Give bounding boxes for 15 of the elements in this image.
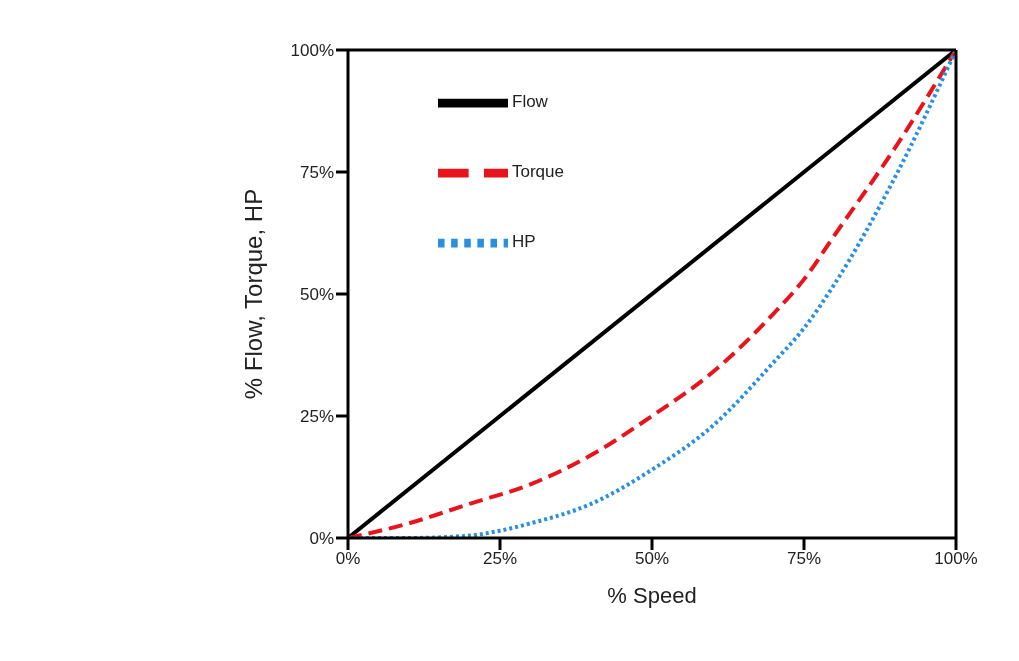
y-tick-label: 75% [299, 163, 334, 183]
x-tick-label: 25% [482, 549, 518, 569]
y-tick-label: 50% [299, 285, 334, 305]
y-axis-title: % Flow, Torque, HP [239, 188, 267, 400]
x-tick-label: 50% [634, 549, 670, 569]
x-tick-label: 100% [934, 549, 978, 569]
y-tick-label: 0% [309, 529, 334, 549]
x-tick-label: 0% [335, 549, 361, 569]
legend-label: Flow [512, 92, 548, 112]
y-tick-label: 25% [299, 407, 334, 427]
legend-label: HP [512, 232, 536, 252]
y-tick-label: 100% [290, 41, 334, 61]
legend-label: Torque [512, 162, 564, 182]
x-tick-label: 75% [786, 549, 822, 569]
x-axis-title: % Speed [607, 583, 697, 608]
